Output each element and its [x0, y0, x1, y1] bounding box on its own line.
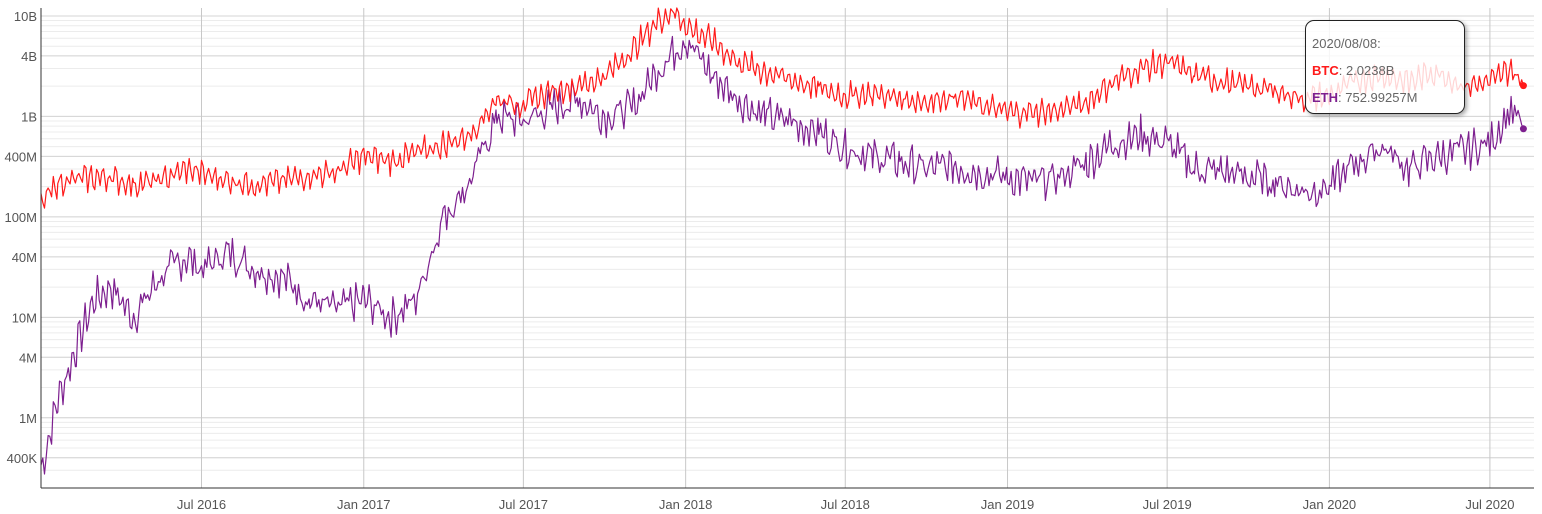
y-tick-label: 1B: [21, 109, 37, 124]
y-tick-label: 4B: [21, 49, 37, 64]
y-tick-label: 10M: [12, 310, 37, 325]
x-tick-label: Jan 2018: [659, 497, 713, 512]
tooltip-date: 2020/08/08:: [1312, 30, 1464, 57]
x-tick-label: Jan 2020: [1303, 497, 1357, 512]
y-tick-label: 400K: [7, 451, 38, 466]
series-line-eth: [41, 37, 1523, 475]
x-tick-label: Jul 2017: [499, 497, 548, 512]
y-tick-label: 40M: [12, 250, 37, 265]
x-tick-label: Jan 2019: [981, 497, 1035, 512]
y-tick-label: 10B: [14, 9, 37, 24]
x-tick-label: Jul 2018: [821, 497, 870, 512]
tooltip-series-name: ETH: [1312, 90, 1338, 105]
tooltip-value: 752.99257M: [1345, 90, 1417, 105]
y-axis-labels: 10B 4B 1B 400M 100M 40M 10M 4M 1M 400K: [4, 9, 37, 466]
x-tick-label: Jul 2019: [1143, 497, 1192, 512]
tooltip-row-btc: BTC: 2.0238B: [1312, 57, 1464, 84]
x-axis-labels: Jul 2016 Jan 2017 Jul 2017 Jan 2018 Jul 2018…: [177, 497, 1515, 512]
y-tick-label: 4M: [19, 350, 37, 365]
x-tick-label: Jul 2016: [177, 497, 226, 512]
x-tick-label: Jan 2017: [337, 497, 391, 512]
tooltip-row-eth: ETH: 752.99257M: [1312, 84, 1464, 111]
hover-point-eth: [1520, 125, 1527, 132]
tooltip: 2020/08/08: BTC: 2.0238B ETH: 752.99257M: [1305, 20, 1465, 114]
tooltip-series-name: BTC: [1312, 63, 1339, 78]
y-tick-label: 400M: [4, 149, 37, 164]
y-tick-label: 100M: [4, 210, 37, 225]
tooltip-value: 2.0238B: [1346, 63, 1394, 78]
x-tick-label: Jul 2020: [1465, 497, 1514, 512]
hover-point-btc: [1520, 82, 1527, 89]
y-tick-label: 1M: [19, 411, 37, 426]
vertical-gridlines: [201, 8, 1489, 488]
